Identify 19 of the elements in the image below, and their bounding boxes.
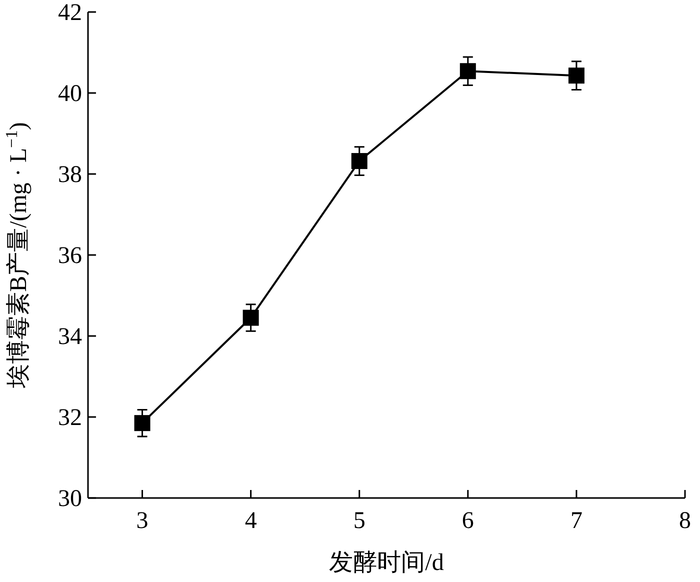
x-tick-label: 5: [353, 508, 366, 534]
x-tick-label: 6: [462, 508, 474, 534]
x-tick-label: 7: [570, 508, 582, 534]
x-tick-label: 8: [679, 508, 691, 534]
y-tick-label: 34: [58, 324, 82, 350]
x-axis-title: 发酵时间/d: [329, 550, 444, 576]
y-tick-label: 38: [58, 162, 82, 188]
x-tick-label: 4: [244, 508, 257, 534]
point: [351, 153, 368, 170]
point: [242, 310, 259, 326]
y-tick-label: 36: [58, 243, 82, 269]
y-tick-label: 40: [58, 81, 82, 107]
point: [460, 63, 476, 80]
point: [134, 415, 150, 432]
point: [568, 68, 584, 84]
y-tick-label: 30: [58, 486, 82, 512]
y-tick-label: 42: [58, 0, 82, 26]
y-tick-label: 32: [58, 405, 82, 431]
x-tick-label: 3: [136, 508, 148, 534]
